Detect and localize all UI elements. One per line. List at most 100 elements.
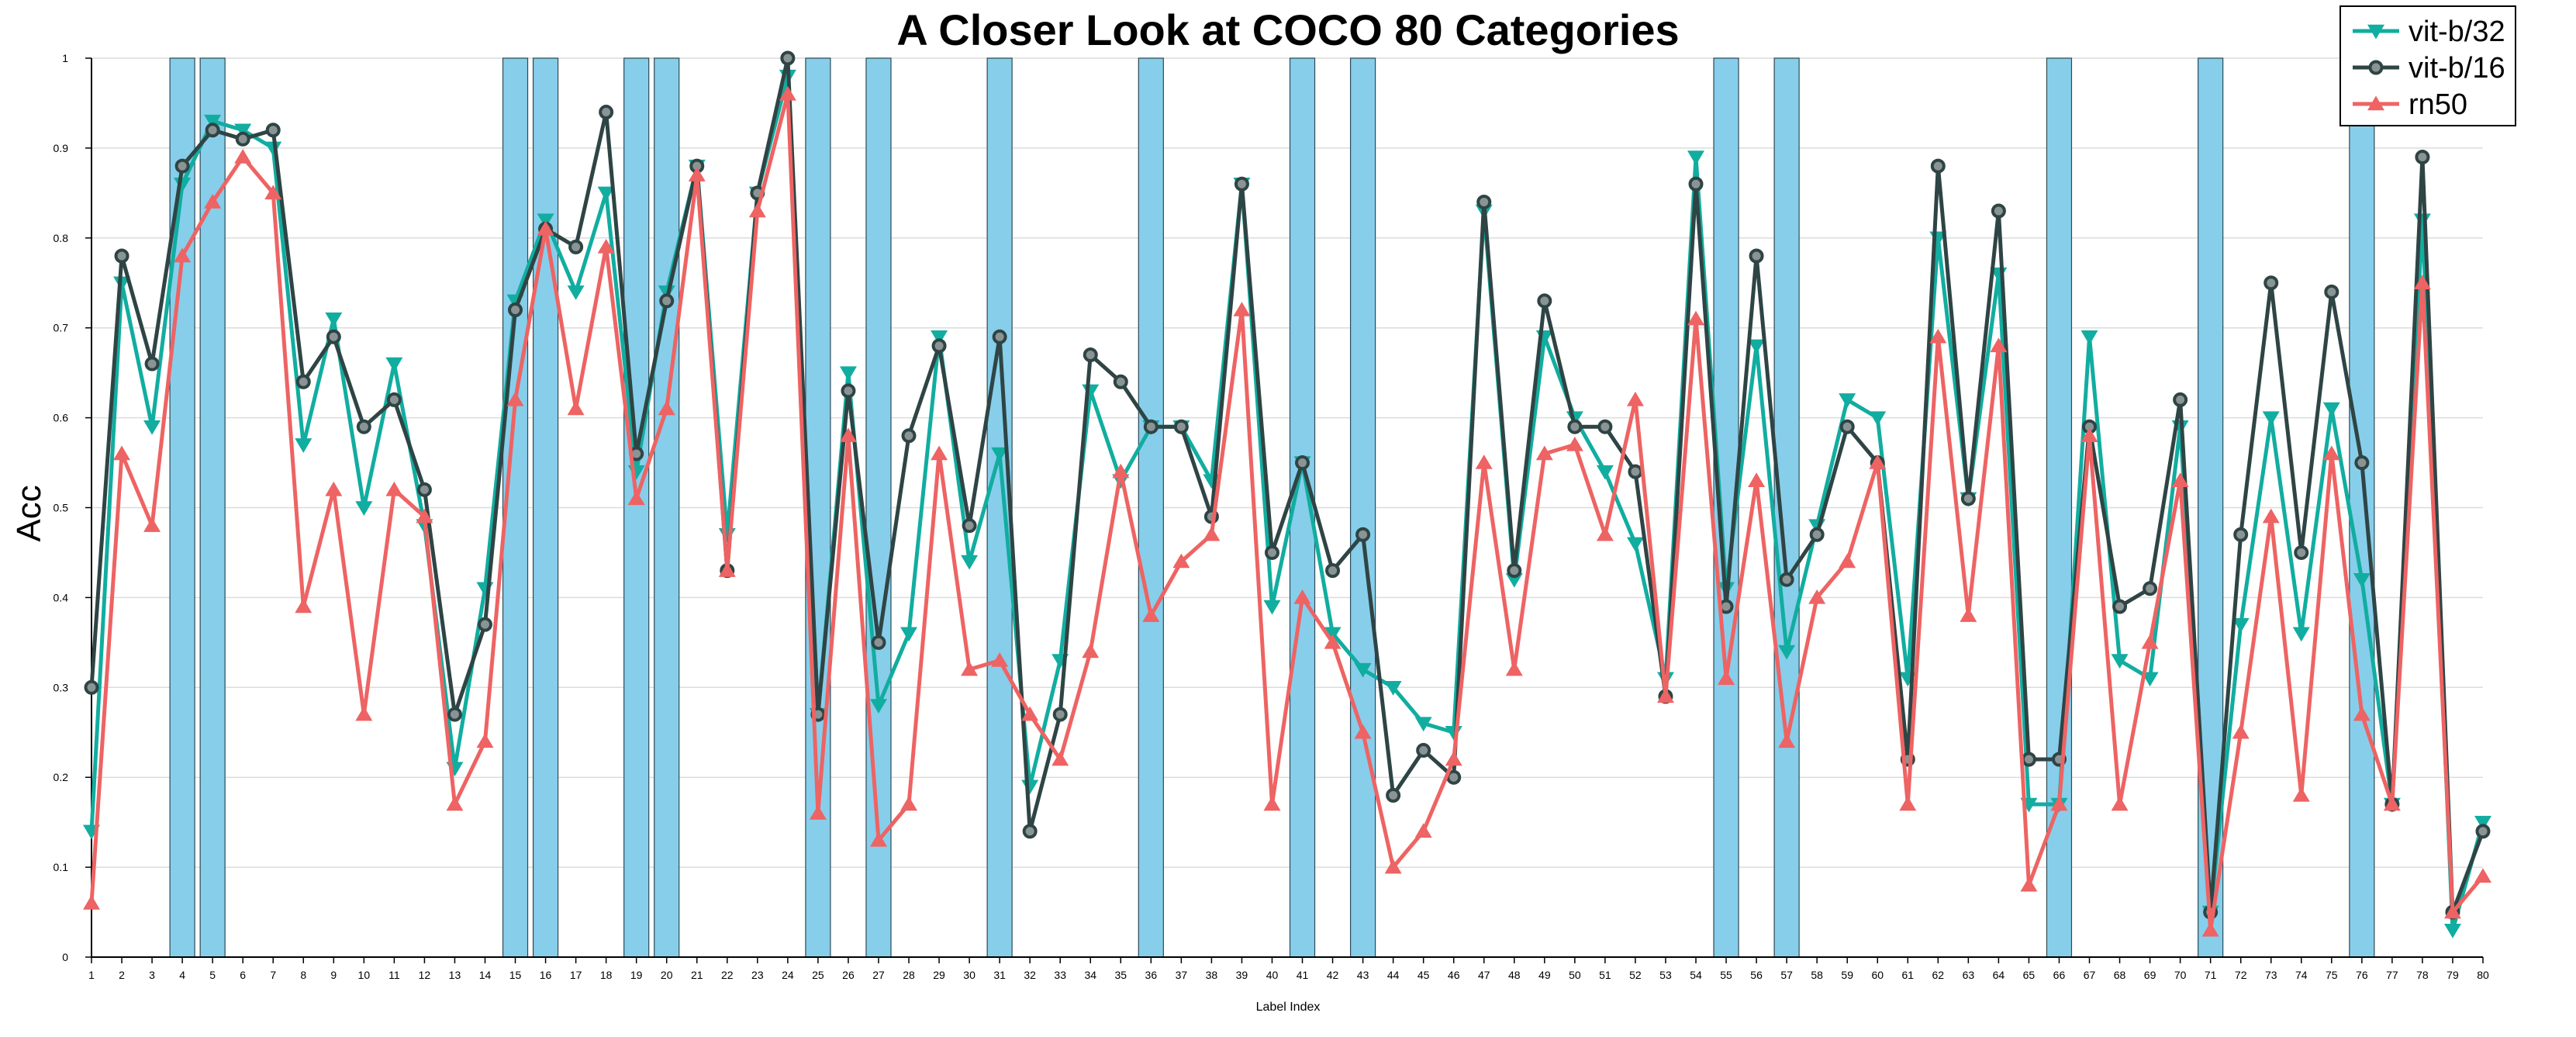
data-point-rn50: [83, 895, 100, 910]
data-point-vit-b-32: [869, 699, 887, 714]
data-point-vit-b-16: [1991, 203, 2006, 219]
x-tick-label: 47: [1478, 969, 1490, 981]
x-tick-label: 13: [449, 969, 461, 981]
y-axis-label: Acc: [10, 485, 48, 541]
x-tick-label: 20: [661, 969, 673, 981]
data-point-rn50: [627, 490, 645, 506]
data-point-vit-b-16: [1325, 563, 1341, 579]
data-point-vit-b-32: [2111, 654, 2129, 669]
data-point-vit-b-16: [1839, 419, 1855, 434]
x-tick-label: 73: [2265, 969, 2277, 981]
data-point-vit-b-16: [1749, 248, 1764, 264]
data-point-rn50: [1899, 796, 1917, 811]
x-tick-label: 71: [2205, 969, 2217, 981]
data-point-rn50: [1414, 823, 1432, 838]
x-tick-label: 62: [1932, 969, 1945, 981]
x-tick-label: 79: [2447, 969, 2459, 981]
data-point-vit-b-32: [1324, 627, 1342, 642]
data-point-vit-b-32: [1839, 393, 1856, 408]
y-tick-label: 0: [62, 951, 68, 963]
x-tick-label: 61: [1901, 969, 1914, 981]
data-point-rn50: [567, 400, 585, 416]
data-point-vit-b-16: [1173, 419, 1189, 434]
x-tick-label: 17: [570, 969, 582, 981]
data-point-vit-b-32: [1384, 681, 1402, 696]
data-point-vit-b-16: [1688, 176, 1704, 192]
data-point-rn50: [961, 661, 979, 676]
x-tick-label: 31: [993, 969, 1006, 981]
x-tick-label: 30: [963, 969, 975, 981]
x-tick-label: 36: [1145, 969, 1158, 981]
x-tick-label: 70: [2174, 969, 2187, 981]
x-tick-label: 12: [419, 969, 431, 981]
data-point-vit-b-16: [1295, 455, 1310, 471]
x-tick-label: 56: [1750, 969, 1763, 981]
data-point-rn50: [1960, 607, 1977, 622]
data-point-rn50: [2413, 275, 2431, 289]
x-tick-label: 76: [2356, 969, 2368, 981]
data-point-vit-b-16: [2354, 455, 2370, 471]
highlight-band: [1349, 57, 1376, 958]
data-point-rn50: [1566, 436, 1583, 451]
data-point-rn50: [2474, 868, 2491, 883]
data-point-vit-b-32: [1869, 411, 1887, 427]
y-tick-label: 1: [62, 52, 68, 64]
data-point-rn50: [1172, 553, 1190, 569]
highlight-band: [199, 57, 226, 958]
data-point-vit-b-16: [144, 356, 160, 372]
data-point-rn50: [1869, 455, 1887, 469]
y-tick-label: 0.6: [54, 412, 69, 424]
data-point-vit-b-32: [931, 330, 948, 345]
data-point-vit-b-16: [2415, 149, 2430, 164]
x-tick-label: 53: [1659, 969, 1672, 981]
data-point-rn50: [2111, 796, 2129, 811]
data-point-vit-b-32: [1778, 645, 1796, 660]
data-point-rn50: [1687, 310, 1705, 326]
data-point-vit-b-16: [447, 707, 462, 722]
data-point-vit-b-16: [1597, 419, 1613, 434]
data-point-vit-b-16: [1628, 464, 1643, 479]
data-point-rn50: [2201, 921, 2219, 937]
highlight-band: [1138, 57, 1164, 958]
data-point-rn50: [2322, 445, 2340, 461]
data-point-vit-b-32: [2262, 411, 2280, 427]
x-tick-label: 28: [903, 969, 915, 981]
data-point-vit-b-16: [477, 617, 492, 632]
x-tick-label: 32: [1024, 969, 1036, 981]
data-point-vit-b-16: [931, 338, 947, 354]
highlight-band: [532, 57, 559, 958]
x-tick-label: 75: [2326, 969, 2338, 981]
x-tick-label: 14: [479, 969, 492, 981]
x-tick-label: 42: [1327, 969, 1339, 981]
data-point-vit-b-16: [1264, 544, 1279, 560]
data-point-rn50: [2171, 472, 2189, 487]
data-point-vit-b-16: [326, 329, 341, 344]
data-point-rn50: [1535, 445, 1553, 461]
data-point-rn50: [1626, 391, 1644, 406]
x-tick-label: 7: [270, 969, 276, 981]
data-point-rn50: [869, 831, 887, 847]
data-point-rn50: [1384, 859, 1402, 874]
legend-label-vit-b-32: vit-b/32: [2409, 16, 2505, 48]
x-tick-label: 34: [1084, 969, 1096, 981]
data-point-rn50: [900, 796, 918, 811]
x-tick-label: 67: [2084, 969, 2096, 981]
data-point-vit-b-16: [1022, 824, 1038, 839]
x-tick-label: 57: [1780, 969, 1793, 981]
x-tick-label: 49: [1538, 969, 1551, 981]
x-tick-label: 19: [630, 969, 643, 981]
data-point-vit-b-16: [235, 131, 250, 147]
x-tick-label: 3: [149, 969, 155, 981]
x-tick-label: 58: [1811, 969, 1823, 981]
data-point-rn50: [174, 247, 192, 263]
data-point-rn50: [2262, 508, 2280, 524]
data-point-vit-b-32: [991, 447, 1009, 462]
x-tick-label: 25: [812, 969, 824, 981]
data-point-rn50: [779, 85, 796, 101]
data-point-vit-b-32: [1626, 537, 1644, 552]
y-tick-label: 0.1: [54, 861, 69, 873]
legend-label-rn50: rn50: [2409, 88, 2467, 121]
x-tick-label: 22: [721, 969, 734, 981]
